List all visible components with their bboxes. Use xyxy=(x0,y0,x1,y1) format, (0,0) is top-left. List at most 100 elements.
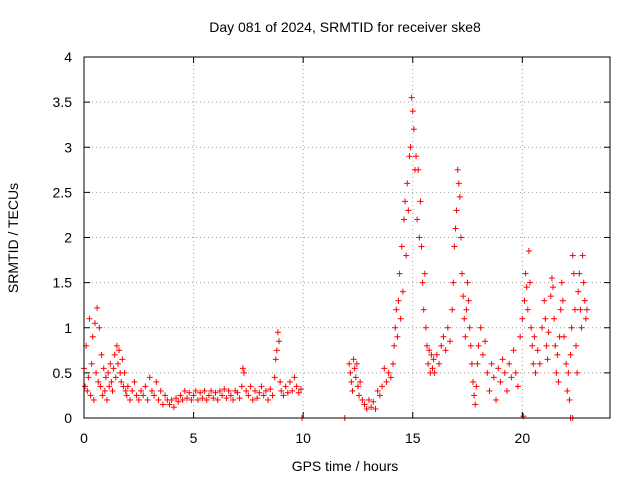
data-point-marker xyxy=(552,342,559,349)
data-point-marker xyxy=(547,293,554,300)
data-point-marker xyxy=(354,383,361,390)
data-point-marker xyxy=(105,369,112,376)
data-point-marker xyxy=(102,374,109,381)
data-point-marker xyxy=(519,315,526,322)
data-point-marker xyxy=(274,329,281,336)
data-point-marker xyxy=(415,166,422,173)
data-point-marker xyxy=(225,387,232,394)
data-point-marker xyxy=(159,401,166,408)
data-point-marker xyxy=(272,356,279,363)
data-point-marker xyxy=(177,392,184,399)
data-point-marker xyxy=(568,324,575,331)
data-point-marker xyxy=(181,387,188,394)
y-tick-label: 2.5 xyxy=(53,184,73,200)
data-point-marker xyxy=(121,369,128,376)
data-point-marker xyxy=(399,288,406,295)
data-point-marker xyxy=(95,378,102,385)
data-point-marker xyxy=(284,389,291,396)
data-point-marker xyxy=(135,396,142,403)
data-point-marker xyxy=(539,324,546,331)
data-point-marker xyxy=(429,365,436,372)
data-point-marker xyxy=(106,383,113,390)
data-point-marker xyxy=(524,306,531,313)
data-point-marker xyxy=(97,383,104,390)
data-point-marker xyxy=(90,396,97,403)
data-point-marker xyxy=(240,369,247,376)
data-point-marker xyxy=(449,306,456,313)
data-point-marker xyxy=(127,396,134,403)
data-point-marker xyxy=(536,360,543,367)
data-point-marker xyxy=(472,401,479,408)
y-axis-ticks: 0 0.5 1 1.5 2 2.5 3 3.5 4 xyxy=(53,49,610,426)
data-point-marker xyxy=(461,315,468,322)
data-point-marker xyxy=(442,347,449,354)
data-point-marker xyxy=(447,338,454,345)
data-point-marker xyxy=(148,387,155,394)
data-point-marker xyxy=(391,342,398,349)
data-point-marker xyxy=(140,392,147,399)
y-tick-label: 1.5 xyxy=(53,275,73,291)
data-point-marker xyxy=(365,396,372,403)
data-point-marker xyxy=(363,405,370,412)
data-point-marker xyxy=(387,374,394,381)
data-point-marker xyxy=(508,374,515,381)
data-point-marker xyxy=(559,297,566,304)
data-point-marker xyxy=(212,389,219,396)
data-point-marker xyxy=(122,387,129,394)
data-point-marker xyxy=(570,270,577,277)
data-point-marker xyxy=(582,315,589,322)
data-point-marker xyxy=(423,342,430,349)
data-point-marker xyxy=(574,369,581,376)
x-tick-label: 0 xyxy=(80,430,88,446)
data-point-marker xyxy=(400,216,407,223)
data-point-marker xyxy=(297,386,304,393)
data-point-marker xyxy=(573,342,580,349)
data-point-marker xyxy=(374,387,381,394)
data-point-marker xyxy=(247,383,254,390)
data-point-marker xyxy=(219,392,226,399)
y-tick-label: 2 xyxy=(64,230,72,246)
data-point-marker xyxy=(194,396,201,403)
data-point-marker xyxy=(99,392,106,399)
data-point-marker xyxy=(406,153,413,160)
data-point-marker xyxy=(440,333,447,340)
data-point-marker xyxy=(467,342,474,349)
data-point-marker xyxy=(144,396,151,403)
data-point-marker xyxy=(495,365,502,372)
data-point-marker xyxy=(370,398,377,405)
data-point-marker xyxy=(287,378,294,385)
data-point-marker xyxy=(205,392,212,399)
data-point-marker xyxy=(563,360,570,367)
data-point-marker xyxy=(581,297,588,304)
data-point-marker xyxy=(430,356,437,363)
data-point-marker xyxy=(490,374,497,381)
data-point-marker xyxy=(465,297,472,304)
data-point-marker xyxy=(278,387,285,394)
data-point-marker xyxy=(402,198,409,205)
data-point-marker xyxy=(199,395,206,402)
data-point-marker xyxy=(394,333,401,340)
data-point-marker xyxy=(289,387,296,394)
data-point-marker xyxy=(131,378,138,385)
data-point-marker xyxy=(554,351,561,358)
data-point-marker xyxy=(462,333,469,340)
data-point-marker xyxy=(410,126,417,133)
data-point-marker xyxy=(575,288,582,295)
data-point-marker xyxy=(405,207,412,214)
data-point-marker xyxy=(510,347,517,354)
data-point-marker xyxy=(84,387,91,394)
data-point-marker xyxy=(153,378,160,385)
data-point-marker xyxy=(545,329,552,336)
data-point-marker xyxy=(497,378,504,385)
data-point-marker xyxy=(368,404,375,411)
data-point-marker xyxy=(357,378,364,385)
data-point-marker xyxy=(454,166,461,173)
data-point-marker xyxy=(488,360,495,367)
data-point-marker xyxy=(82,383,89,390)
data-point-marker xyxy=(350,356,357,363)
data-point-marker xyxy=(348,378,355,385)
data-point-marker xyxy=(421,270,428,277)
data-point-marker xyxy=(459,270,466,277)
data-point-marker xyxy=(531,333,538,340)
data-point-marker xyxy=(269,392,276,399)
